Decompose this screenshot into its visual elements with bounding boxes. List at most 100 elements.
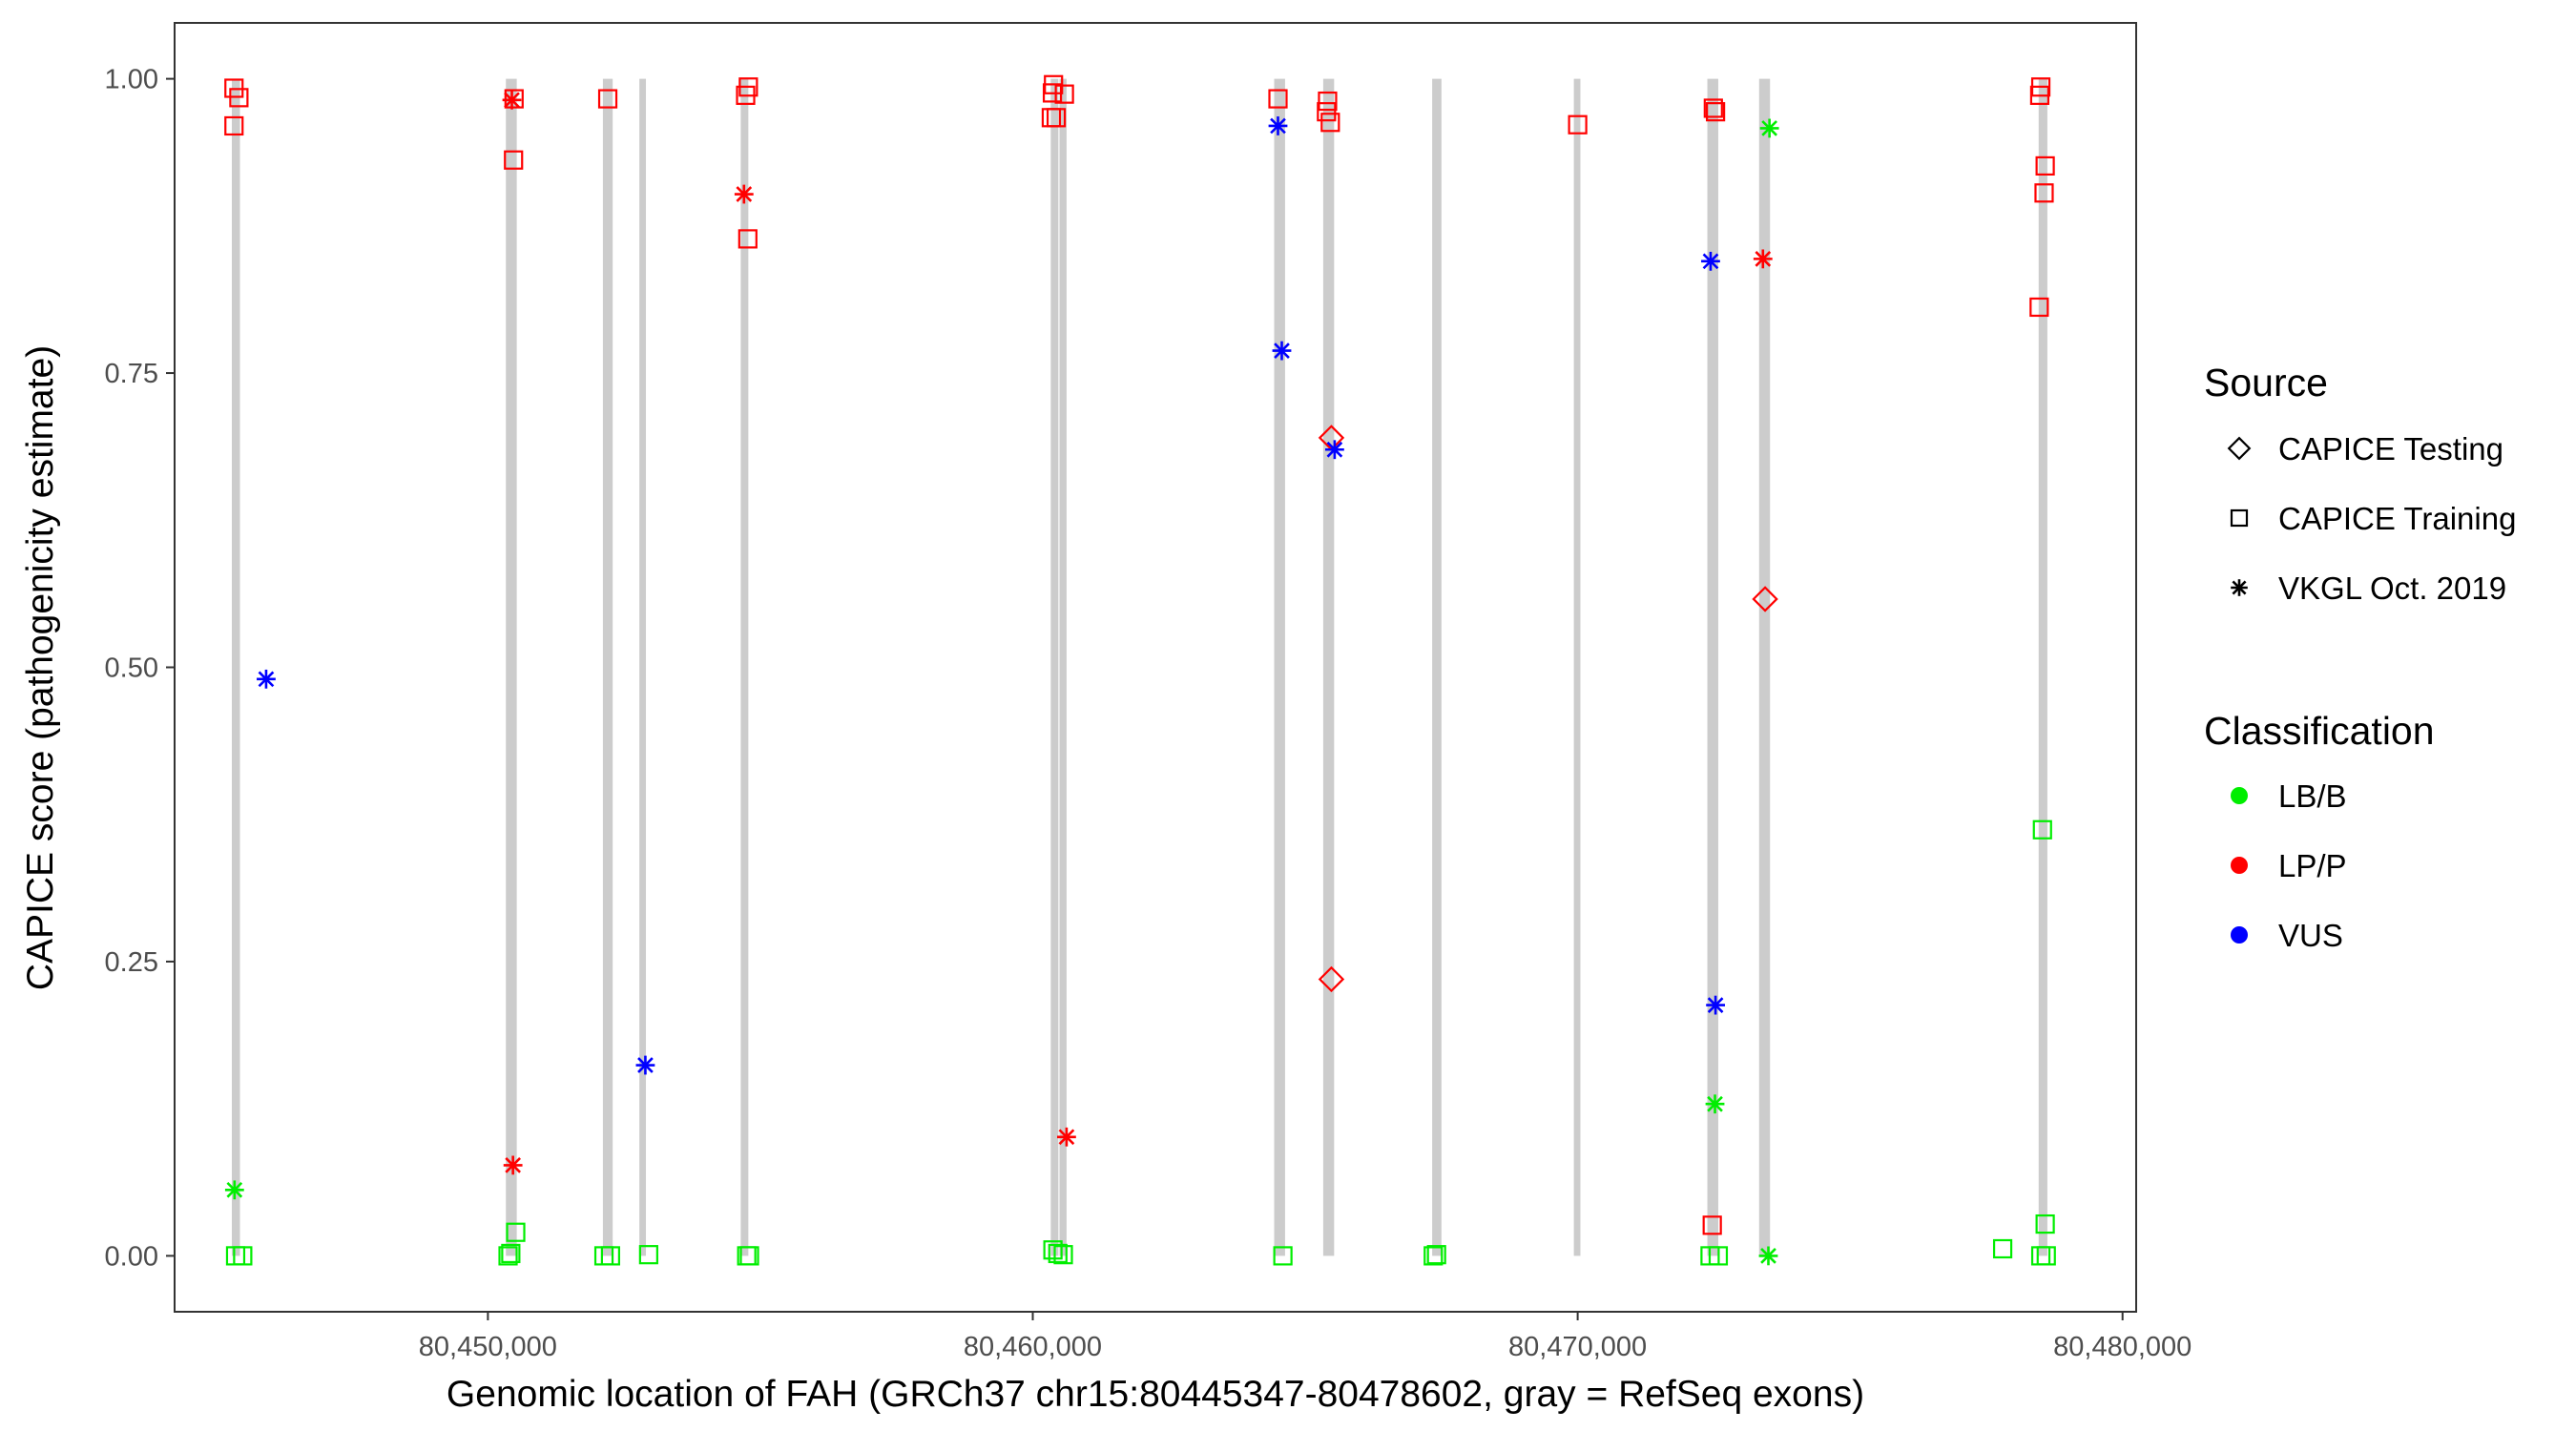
training-point	[737, 229, 758, 249]
training-point	[600, 1246, 620, 1266]
y-tick-label: 0.00	[105, 1241, 158, 1272]
legend-source-label: CAPICE Training	[2278, 501, 2516, 536]
training-point	[2230, 508, 2249, 528]
x-tick-label: 80,450,000	[419, 1332, 557, 1362]
training-point	[233, 1246, 253, 1266]
legend-classification-label: LB/B	[2278, 778, 2347, 814]
y-axis-title: CAPICE score (pathogenicity estimate)	[20, 345, 61, 990]
training-point	[1706, 102, 1726, 122]
vkgl-point	[1057, 1127, 1076, 1147]
x-axis: 80,450,000 80,460,000 80,470,000 80,480,000	[419, 1312, 2192, 1362]
exon-bar	[2038, 78, 2047, 1256]
vkgl-point	[224, 1180, 244, 1200]
vkgl-point	[1706, 995, 1726, 1015]
y-tick-label: 0.50	[105, 653, 158, 684]
vkgl-point	[503, 1155, 523, 1175]
legend-color-dot	[2231, 787, 2248, 804]
legend-color-dot	[2231, 857, 2248, 874]
vkgl-point	[502, 90, 522, 110]
training-point	[1318, 91, 1338, 112]
legend-classification-title: Classification	[2204, 709, 2435, 753]
y-tick-label: 0.75	[105, 359, 158, 389]
legend-source-label: VKGL Oct. 2019	[2278, 570, 2506, 606]
training-point	[1042, 83, 1063, 103]
x-axis-title: Genomic location of FAH (GRCh37 chr15:80…	[447, 1374, 1864, 1415]
training-point	[1423, 1246, 1444, 1266]
exon-bar	[740, 78, 749, 1256]
training-point	[506, 1222, 526, 1242]
vkgl-point	[2231, 579, 2248, 596]
training-point	[1568, 114, 1588, 135]
x-tick-label: 80,470,000	[1508, 1332, 1647, 1362]
testing-point	[1318, 965, 1345, 993]
legend-color-dot	[2231, 926, 2248, 944]
training-point	[1702, 1215, 1722, 1235]
legend-source: Source CAPICE Testing CAPICE Training VKGL…	[2204, 361, 2516, 606]
exon-bars	[231, 78, 2047, 1256]
legend-classification-label: VUS	[2278, 918, 2343, 953]
exon-bar	[1050, 78, 1059, 1256]
training-point	[504, 150, 524, 170]
training-point	[2035, 1213, 2055, 1234]
vkgl-point	[1272, 341, 1292, 361]
training-point	[1273, 1246, 1293, 1266]
training-point	[1992, 1238, 2013, 1259]
training-point	[1043, 1240, 1063, 1260]
training-point	[224, 115, 244, 136]
training-point	[1703, 98, 1723, 118]
vkgl-point	[1705, 1094, 1725, 1114]
exon-bar	[506, 78, 517, 1256]
exon-bar	[639, 78, 647, 1256]
training-point	[1053, 1245, 1073, 1265]
training-point	[1046, 108, 1067, 128]
vkgl-point	[1753, 249, 1773, 269]
vkgl-point	[257, 669, 276, 689]
vkgl-point	[734, 184, 754, 204]
training-point	[501, 1243, 521, 1264]
training-point	[597, 89, 618, 109]
training-point	[2032, 819, 2052, 840]
vkgl-point	[1759, 118, 1779, 138]
training-point	[2029, 297, 2049, 318]
vkgl-point	[1268, 116, 1288, 135]
training-point	[2034, 183, 2054, 203]
vkgl-point	[1324, 440, 1344, 460]
testing-point	[2227, 436, 2252, 461]
x-tick-label: 80,480,000	[2053, 1332, 2192, 1362]
legend-classification: Classification LB/B LP/P VUS	[2204, 709, 2435, 953]
testing-point	[1752, 586, 1778, 612]
training-point	[1317, 102, 1337, 122]
exon-bar	[1432, 78, 1442, 1256]
vkgl-point	[635, 1055, 655, 1075]
training-point	[229, 88, 249, 108]
training-point	[638, 1245, 658, 1265]
vkgl-point	[1701, 251, 1720, 271]
training-point	[2036, 1246, 2056, 1266]
y-tick-label: 1.00	[105, 65, 158, 95]
training-point	[498, 1246, 518, 1266]
exon-bar	[1758, 78, 1771, 1256]
training-point	[1426, 1245, 1446, 1265]
exon-bar	[1322, 78, 1335, 1256]
exon-bar	[1707, 78, 1718, 1256]
training-point	[736, 85, 756, 105]
legend-classification-label: LP/P	[2278, 848, 2347, 883]
x-tick-label: 80,460,000	[964, 1332, 1102, 1362]
vkgl-point	[1758, 1246, 1778, 1266]
training-point	[1054, 84, 1074, 104]
training-point	[1708, 1246, 1729, 1266]
training-point	[739, 1246, 759, 1266]
exon-bar	[1573, 78, 1581, 1256]
training-point	[2035, 156, 2055, 176]
legend-source-label: CAPICE Testing	[2278, 431, 2503, 467]
training-point	[1048, 1243, 1068, 1264]
exon-bar	[231, 78, 240, 1256]
y-axis: 0.00 0.25 0.50 0.75 1.00	[105, 65, 175, 1272]
exon-bar	[1059, 78, 1067, 1256]
training-point	[2029, 85, 2050, 105]
y-tick-label: 0.25	[105, 947, 158, 978]
exon-bar	[1274, 78, 1285, 1256]
legend-source-title: Source	[2204, 361, 2328, 404]
